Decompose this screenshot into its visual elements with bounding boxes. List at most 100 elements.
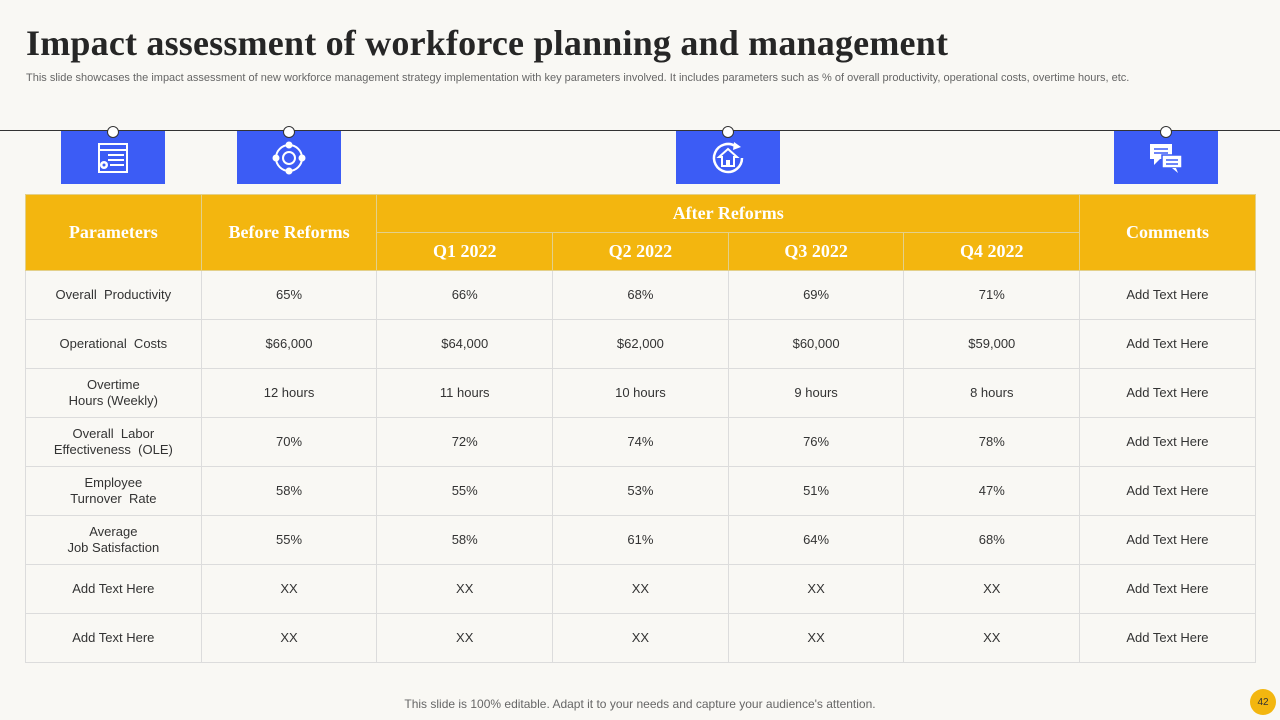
parameter-label-line: Effectiveness (OLE) bbox=[53, 442, 173, 457]
parameter-cell: Overall Productivity bbox=[25, 270, 202, 320]
quarter-value-cell: 68% bbox=[552, 270, 729, 320]
comment-cell: Add Text Here bbox=[1079, 368, 1256, 418]
timeline-dot bbox=[722, 126, 734, 138]
header-before-reforms: Before Reforms bbox=[200, 194, 378, 271]
quarter-value-cell: XX bbox=[727, 613, 905, 663]
quarter-value-cell: 53% bbox=[552, 466, 729, 516]
parameter-cell: Add Text Here bbox=[25, 564, 202, 614]
table-row: Overall Productivity 65% 66% 68% 69% 71% Add T… bbox=[25, 270, 1256, 320]
table-row: Employee Turnover Rate 58% 55% 53% 51% 47% Add … bbox=[25, 466, 1256, 516]
table-row: Overall Labor Effectiveness (OLE) 70% 72% 74… bbox=[25, 417, 1256, 467]
quarter-value-cell: $64,000 bbox=[376, 319, 554, 369]
before-reforms-cell: 58% bbox=[200, 466, 378, 516]
page-title: Impact assessment of workforce planning … bbox=[26, 23, 949, 63]
chat-bubbles-icon-box bbox=[1114, 126, 1218, 184]
settings-list-icon-box bbox=[61, 126, 165, 184]
table-row: Operational Costs $66,000 $64,000 $62,000 $6… bbox=[25, 319, 1256, 369]
quarter-value-cell: XX bbox=[903, 564, 1081, 614]
quarter-value-cell: 68% bbox=[903, 515, 1081, 565]
quarter-value-cell: XX bbox=[376, 613, 554, 663]
timeline-dot bbox=[283, 126, 295, 138]
quarter-value-cell: 74% bbox=[552, 417, 729, 467]
page-number: 42 bbox=[1250, 689, 1276, 715]
before-reforms-cell: 12 hours bbox=[200, 368, 378, 418]
quarter-value-cell: 64% bbox=[727, 515, 905, 565]
table-body: Overall Productivity 65% 66% 68% 69% 71% Add T… bbox=[25, 270, 1256, 663]
before-reforms-cell: XX bbox=[200, 564, 378, 614]
quarter-value-cell: 61% bbox=[552, 515, 729, 565]
quarter-value-cell: 72% bbox=[376, 417, 554, 467]
header-quarter: Q2 2022 bbox=[552, 232, 729, 271]
parameter-label-line: Overall Productivity bbox=[55, 287, 172, 302]
header-quarter: Q3 2022 bbox=[727, 232, 905, 271]
parameter-label-line: Overall Labor bbox=[72, 426, 155, 441]
cycle-network-icon-box bbox=[237, 126, 341, 184]
quarter-value-cell: 66% bbox=[376, 270, 554, 320]
quarter-value-cell: 78% bbox=[903, 417, 1081, 467]
comment-cell: Add Text Here bbox=[1079, 613, 1256, 663]
home-refresh-icon-box bbox=[676, 126, 780, 184]
comment-cell: Add Text Here bbox=[1079, 319, 1256, 369]
before-reforms-cell: 70% bbox=[200, 417, 378, 467]
quarter-value-cell: 8 hours bbox=[903, 368, 1081, 418]
quarter-value-cell: XX bbox=[903, 613, 1081, 663]
comment-cell: Add Text Here bbox=[1079, 564, 1256, 614]
header-quarter: Q4 2022 bbox=[903, 232, 1081, 271]
parameter-label-line: Add Text Here bbox=[72, 581, 155, 596]
parameter-label-line: Add Text Here bbox=[72, 630, 155, 645]
quarter-value-cell: 69% bbox=[727, 270, 905, 320]
quarter-value-cell: $59,000 bbox=[903, 319, 1081, 369]
header-quarter: Q1 2022 bbox=[376, 232, 554, 271]
parameter-label-line: Hours (Weekly) bbox=[68, 393, 159, 408]
quarter-value-cell: XX bbox=[727, 564, 905, 614]
comment-cell: Add Text Here bbox=[1079, 270, 1256, 320]
before-reforms-cell: 55% bbox=[200, 515, 378, 565]
parameter-label-line: Turnover Rate bbox=[70, 491, 157, 506]
before-reforms-cell: XX bbox=[200, 613, 378, 663]
quarter-value-cell: $62,000 bbox=[552, 319, 729, 369]
cycle-network-icon bbox=[272, 141, 306, 174]
parameter-label-line: Employee bbox=[84, 475, 143, 490]
header-after-reforms: After Reforms bbox=[376, 194, 1081, 233]
impact-assessment-table: Parameters Before Reforms After Reforms … bbox=[25, 194, 1256, 663]
home-refresh-icon bbox=[712, 141, 744, 173]
page-subtitle: This slide showcases the impact assessme… bbox=[26, 72, 1130, 84]
parameter-label-line: Operational Costs bbox=[59, 336, 168, 351]
quarter-value-cell: 9 hours bbox=[727, 368, 905, 418]
chat-bubbles-icon bbox=[1150, 143, 1183, 173]
parameter-cell: Overtime Hours (Weekly) bbox=[25, 368, 202, 418]
footer-note: This slide is 100% editable. Adapt it to… bbox=[404, 697, 876, 711]
header-parameters: Parameters bbox=[25, 194, 202, 271]
quarter-value-cell: 11 hours bbox=[376, 368, 554, 418]
quarter-value-cell: 55% bbox=[376, 466, 554, 516]
quarter-value-cell: 10 hours bbox=[552, 368, 729, 418]
parameter-cell: Operational Costs bbox=[25, 319, 202, 369]
before-reforms-cell: 65% bbox=[200, 270, 378, 320]
timeline-dot bbox=[107, 126, 119, 138]
quarter-value-cell: XX bbox=[552, 564, 729, 614]
parameter-cell: Employee Turnover Rate bbox=[25, 466, 202, 516]
parameter-cell: Average Job Satisfaction bbox=[25, 515, 202, 565]
parameter-cell: Add Text Here bbox=[25, 613, 202, 663]
quarter-value-cell: 47% bbox=[903, 466, 1081, 516]
settings-list-icon bbox=[98, 142, 128, 173]
quarter-value-cell: XX bbox=[552, 613, 729, 663]
quarter-value-cell: 51% bbox=[727, 466, 905, 516]
parameter-cell: Overall Labor Effectiveness (OLE) bbox=[25, 417, 202, 467]
table-row: Add Text Here XX XX XX XX XX Add Text Here bbox=[25, 564, 1256, 614]
quarter-value-cell: 76% bbox=[727, 417, 905, 467]
parameter-label-line: Job Satisfaction bbox=[67, 540, 160, 555]
comment-cell: Add Text Here bbox=[1079, 466, 1256, 516]
parameter-label-line: Overtime bbox=[86, 377, 140, 392]
before-reforms-cell: $66,000 bbox=[200, 319, 378, 369]
table-row: Average Job Satisfaction 55% 58% 61% 64% 68% Ad… bbox=[25, 515, 1256, 565]
timeline-divider bbox=[0, 130, 1280, 131]
header-comments: Comments bbox=[1079, 194, 1256, 271]
quarter-value-cell: XX bbox=[376, 564, 554, 614]
table-row: Add Text Here XX XX XX XX XX Add Text Here bbox=[25, 613, 1256, 663]
parameter-label-line: Average bbox=[89, 524, 138, 539]
table-row: Overtime Hours (Weekly) 12 hours 11 hours 10… bbox=[25, 368, 1256, 418]
timeline-dot bbox=[1160, 126, 1172, 138]
quarter-value-cell: 71% bbox=[903, 270, 1081, 320]
comment-cell: Add Text Here bbox=[1079, 417, 1256, 467]
